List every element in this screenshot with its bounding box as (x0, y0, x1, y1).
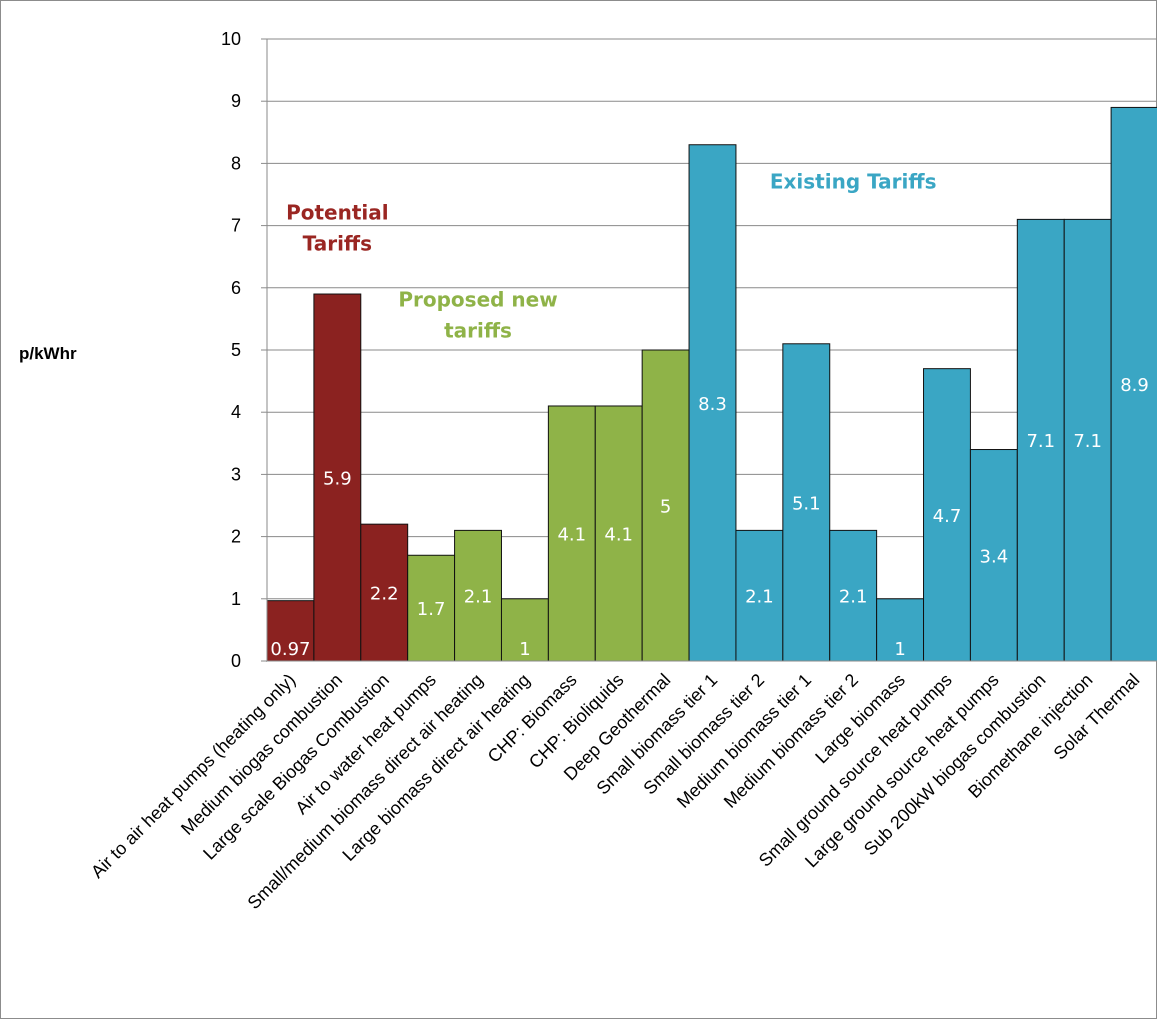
data-label: 4.1 (604, 524, 633, 545)
y-axis-ticks: 0 1 2 3 4 5 6 7 8 9 10 (221, 29, 267, 671)
y-tick-label: 1 (231, 589, 241, 609)
group-annotation: Potential Tariffs (286, 200, 389, 255)
data-label: 8.3 (698, 394, 727, 415)
y-tick-label: 2 (231, 527, 241, 547)
y-tick-label: 3 (231, 464, 241, 484)
bar (641, 349, 690, 662)
data-label: 1.7 (417, 599, 446, 620)
data-label: 5.1 (792, 493, 821, 514)
bar (594, 405, 643, 662)
bar (688, 144, 737, 662)
data-label: 2.1 (839, 587, 868, 608)
y-tick-label: 6 (231, 278, 241, 298)
data-label: 4.7 (933, 506, 962, 527)
bar (876, 598, 925, 662)
bar (969, 449, 1018, 662)
bar (923, 368, 971, 662)
data-label: 2.1 (745, 587, 774, 608)
data-label: 1 (894, 639, 905, 660)
bar (360, 523, 409, 662)
data-label: 7.1 (1026, 431, 1055, 452)
data-label: 0.97 (270, 639, 310, 660)
data-label: 8.9 (1120, 375, 1149, 396)
data-label: 5 (660, 497, 671, 518)
data-label: 4.1 (557, 524, 586, 545)
y-tick-label: 5 (231, 340, 241, 360)
data-label: 3.4 (980, 546, 1009, 567)
axes (266, 39, 1157, 662)
x-tick-label: Air to air heat pumps (heating only) (87, 670, 299, 882)
data-label: 7.1 (1073, 431, 1102, 452)
bars (266, 106, 1157, 662)
bar (735, 529, 784, 662)
y-axis-label: p/kWhr (19, 344, 77, 363)
bar (1016, 218, 1065, 662)
data-label: 1 (519, 639, 530, 660)
y-tick-label: 8 (231, 153, 241, 173)
bar (1063, 218, 1112, 662)
data-labels: 0.97 5.9 2.2 1.7 2.1 1 4.1 4.1 5 8.3 2.1 5.1 2.1 1 4.7… (270, 375, 1148, 660)
x-axis-ticks: Air to air heat pumps (heating only)Medi… (87, 670, 1143, 913)
bar (829, 529, 878, 662)
bar (407, 554, 456, 662)
y-tick-label: 9 (231, 91, 241, 111)
data-label: 5.9 (323, 469, 352, 490)
y-tick-label: 10 (221, 29, 241, 49)
data-label: 2.2 (370, 584, 399, 605)
y-tick-label: 4 (231, 402, 241, 422)
y-tick-label: 0 (231, 651, 241, 671)
data-label: 2.1 (464, 587, 493, 608)
y-tick-label: 7 (231, 216, 241, 236)
bar (782, 343, 831, 662)
group-annotation: Proposed new tariffs (398, 287, 557, 342)
bar (313, 293, 362, 662)
bar (454, 529, 502, 662)
group-annotation: Existing Tariffs (770, 169, 937, 193)
